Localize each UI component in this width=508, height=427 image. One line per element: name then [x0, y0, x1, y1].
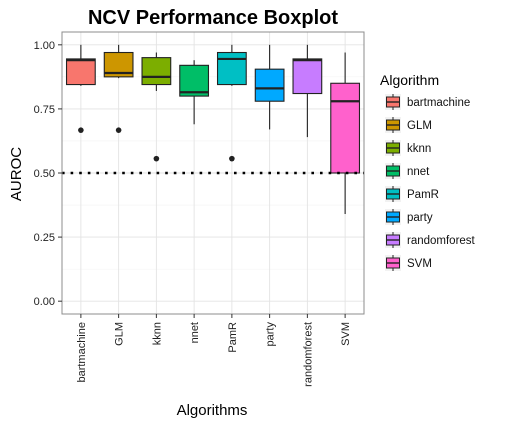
x-tick-label: randomforest [302, 322, 314, 387]
legend-item-SVM: SVM [385, 255, 432, 271]
boxplot-SVM [330, 52, 361, 215]
x-axis-title: Algorithms [177, 402, 248, 419]
x-tick-label: nnet [189, 322, 201, 343]
outlier-point [153, 155, 160, 162]
legend: Algorithm bartmachine GLM kknn nnet PamR part… [380, 72, 476, 271]
legend-item-party: party [385, 209, 433, 225]
x-tick-label: bartmachine [76, 322, 88, 383]
legend-item-bartmachine: bartmachine [385, 94, 470, 110]
legend-label: randomforest [407, 235, 476, 247]
legend-label: GLM [407, 120, 432, 132]
x-axis: bartmachine GLM kknn nnet PamR party randomfor… [76, 314, 352, 387]
y-axis: 0.00 0.25 0.50 0.75 1.00 [34, 40, 62, 308]
legend-item-GLM: GLM [385, 117, 432, 133]
outlier-point [115, 127, 122, 133]
legend-item-nnet: nnet [385, 163, 430, 179]
box-PamR [216, 51, 247, 86]
legend-label: party [407, 212, 433, 224]
y-tick-label: 0.50 [34, 168, 55, 180]
boxplot-GLM [103, 44, 134, 133]
box-randomforest [292, 58, 323, 95]
x-tick-label: PamR [227, 322, 239, 353]
chart-title: NCV Performance Boxplot [88, 7, 338, 29]
legend-label: SVM [407, 258, 432, 270]
outlier-point [78, 127, 84, 133]
y-tick-label: 0.25 [34, 232, 55, 244]
plot-panel [61, 31, 365, 315]
y-tick-label: 0.00 [34, 296, 55, 308]
legend-title: Algorithm [380, 72, 439, 88]
legend-item-PamR: PamR [385, 186, 439, 202]
box-party [254, 68, 285, 102]
x-tick-label: party [265, 322, 277, 347]
legend-label: kknn [407, 143, 431, 155]
legend-label: bartmachine [407, 97, 470, 109]
legend-item-randomforest: randomforest [385, 232, 476, 248]
outlier-point [229, 155, 235, 162]
box-kknn [141, 57, 172, 86]
x-tick-label: SVM [340, 322, 352, 346]
legend-item-kknn: kknn [385, 140, 431, 156]
y-tick-label: 1.00 [34, 40, 55, 52]
box-bartmachine [65, 58, 96, 86]
boxplot-PamR [216, 44, 247, 162]
x-tick-label: kknn [151, 322, 163, 345]
box-nnet [179, 64, 210, 97]
y-axis-title: AUROC [8, 147, 25, 201]
boxplot-party [254, 44, 285, 130]
boxplot-bartmachine [65, 44, 96, 133]
legend-label: nnet [407, 166, 430, 178]
boxplot-nnet [179, 60, 210, 125]
x-tick-label: GLM [114, 322, 126, 346]
y-tick-label: 0.75 [34, 104, 55, 116]
boxplots [65, 44, 361, 215]
boxplot-kknn [141, 52, 172, 162]
boxplot-randomforest [292, 44, 323, 138]
legend-label: PamR [407, 189, 439, 201]
box-SVM [330, 82, 361, 174]
